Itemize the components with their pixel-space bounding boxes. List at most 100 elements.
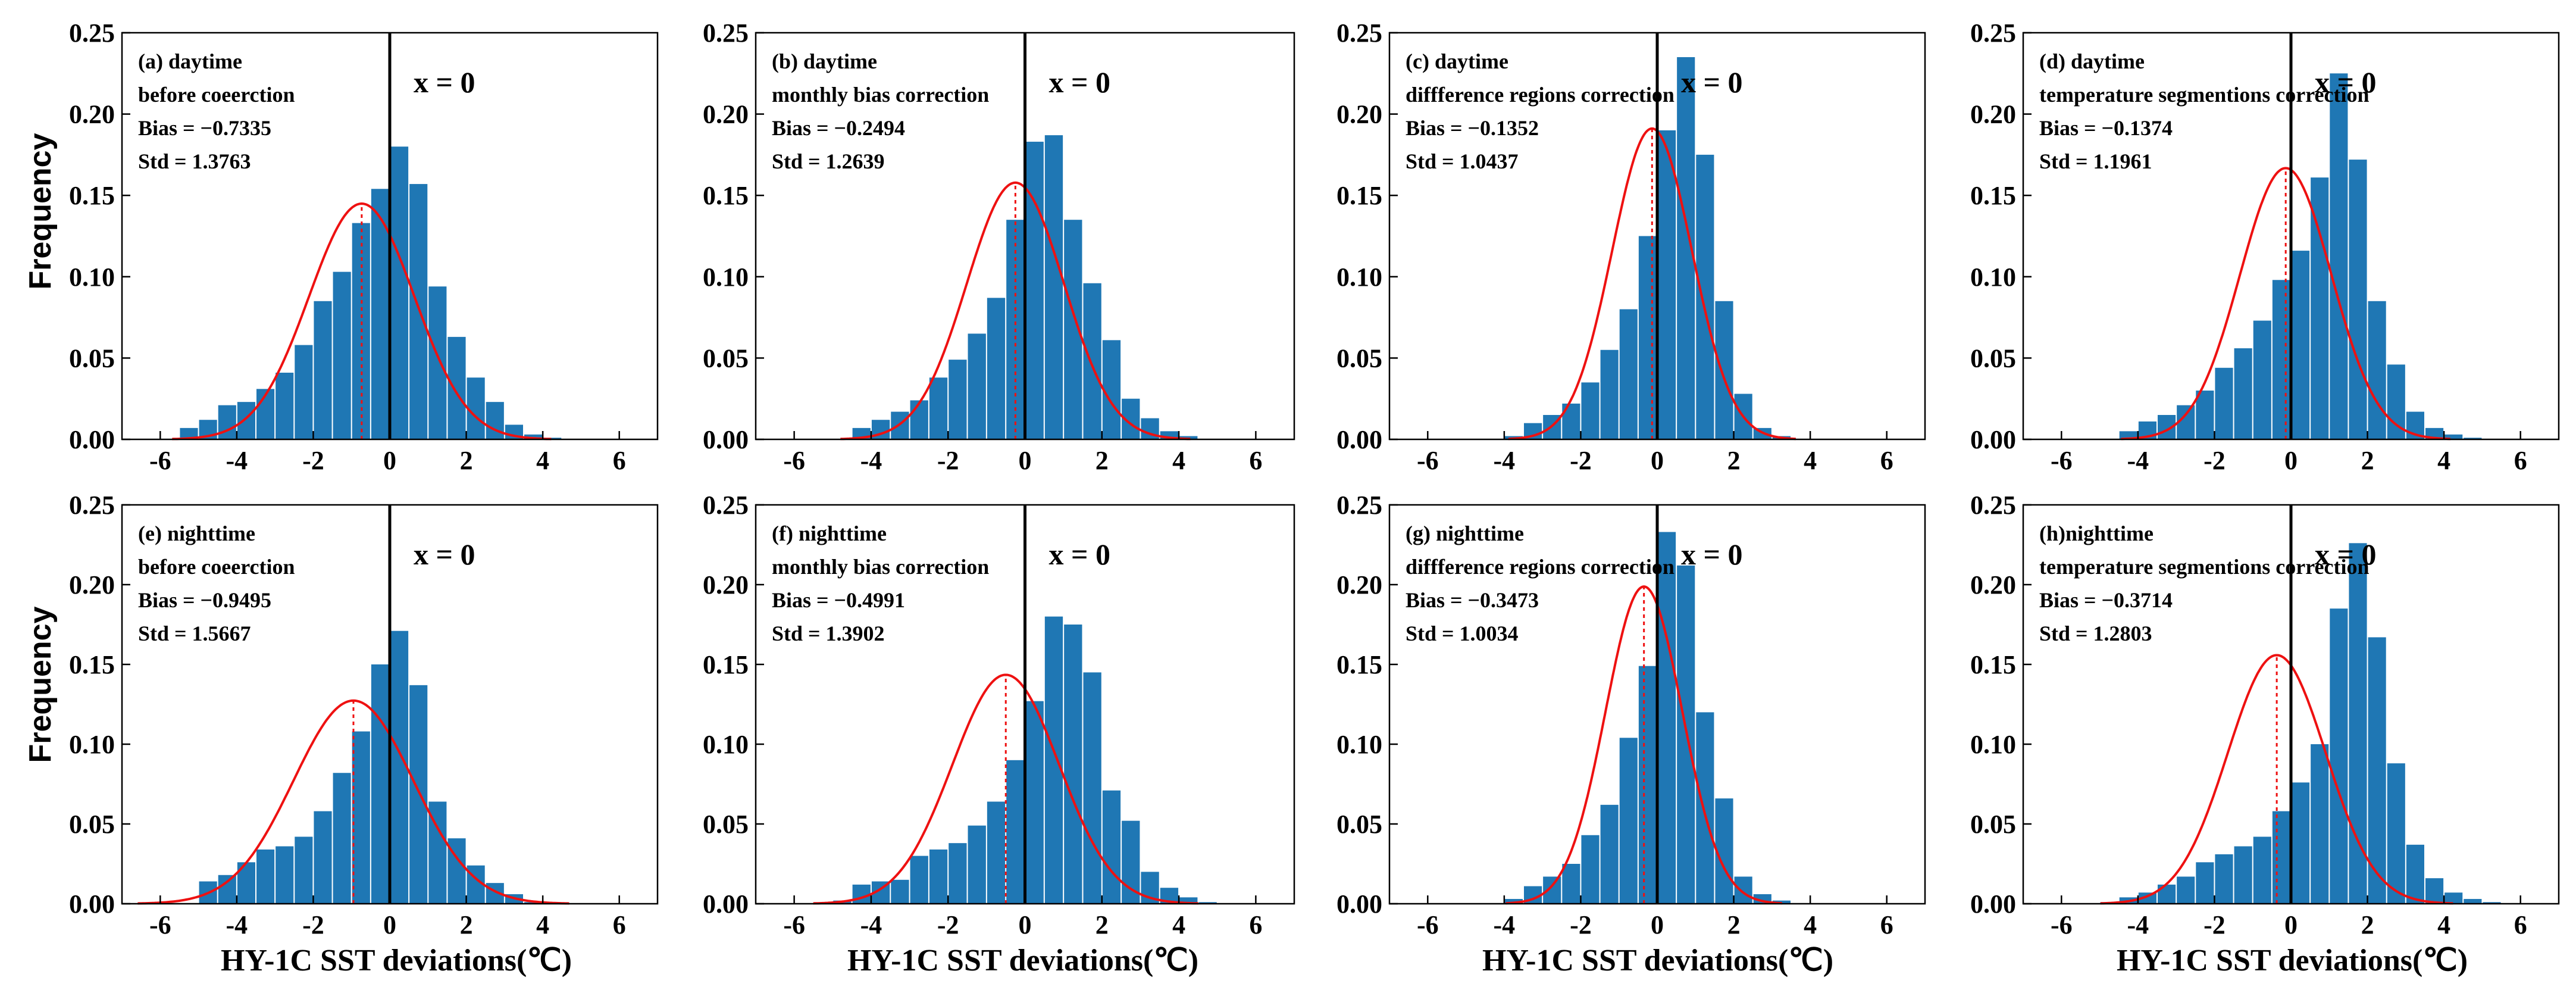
zero-reference-label: x = 0 [2315,538,2377,571]
y-tick-label: 0.20 [69,100,115,129]
histogram-bar [1064,625,1082,904]
bias-annotation: Bias = −0.9495 [138,588,271,612]
panel-title: (h)nighttime [2039,522,2154,545]
histogram-bar [1619,309,1638,439]
y-tick-label: 0.25 [69,18,115,48]
histogram-bar [891,411,909,439]
std-annotation: Std = 1.0437 [1406,149,1519,173]
histogram-bar [1581,382,1600,439]
histogram-bar [2292,782,2310,904]
panel-e: x = 0 -6 -4 -2 0 2 4 6 0.00 0.05 0.10 0.15 0.20 0.25 (… [69,491,659,939]
histogram-bar [180,427,198,439]
panel-subtitle: monthly bias correction [772,83,989,107]
x-tick-label: -4 [2127,446,2149,475]
x-tick-label: -6 [1417,910,1439,939]
histogram-bar [2253,320,2271,439]
histogram-bar [1044,616,1063,904]
panel-subtitle: before coeerction [138,555,295,579]
histogram-bar [987,801,1006,904]
x-tick-label: -4 [860,910,882,939]
histogram-bar [2196,391,2214,439]
zero-reference-label: x = 0 [1049,65,1111,99]
histogram-bar [2387,364,2405,439]
x-tick-label: 4 [1804,910,1817,939]
histogram-bar [2234,348,2252,439]
x-tick-label: -6 [783,446,805,475]
histogram-bar [1025,142,1044,439]
gaussian-fit-curve [2100,654,2453,905]
histogram-bar [1083,283,1101,439]
gaussian-fit-curve [172,202,552,441]
std-annotation: Std = 1.2803 [2039,622,2152,645]
histogram-bar [852,884,871,904]
histogram-bar [447,336,466,439]
x-tick-label: -2 [1570,446,1592,475]
x-tick-label: 0 [2284,910,2298,939]
gaussian-fit-curve [1505,585,1783,905]
x-tick-label: 4 [536,910,549,939]
x-tick-label: -2 [2203,910,2226,939]
histogram-bar [1600,349,1619,439]
y-tick-label: 0.00 [1970,425,2016,454]
x-tick-label: -4 [860,446,882,475]
histogram-bar [1581,835,1600,904]
bias-annotation: Bias = −0.3714 [2039,588,2173,612]
histogram-bar [2349,160,2367,439]
x-tick-label: -6 [1417,446,1439,475]
histogram-bar [1102,790,1121,904]
histogram-bar [409,184,428,439]
y-tick-label: 0.05 [1970,810,2016,839]
histogram-bar [314,811,332,904]
x-tick-label: -2 [937,446,959,475]
histogram-bar [2444,892,2463,904]
histogram-bar [2234,846,2252,904]
histogram-bar [2464,898,2482,904]
histogram-bar [891,879,909,904]
y-tick-label: 0.25 [1970,18,2016,48]
y-tick-label: 0.05 [1336,344,1382,373]
y-tick-label: 0.25 [1336,18,1382,48]
histogram-bar [256,849,275,904]
x-tick-label: 2 [1727,910,1741,939]
histogram-bar [2406,844,2424,904]
histogram-bar [2444,434,2463,439]
histogram-bar [333,773,351,904]
std-annotation: Std = 1.0034 [1406,622,1519,645]
y-tick-label: 0.20 [1970,100,2016,129]
panels: x = 0 -6 -4 -2 0 2 4 6 0.00 0.05 0.10 0.15 0.20 0.25 (… [69,18,2560,939]
histogram-bar [1562,864,1580,904]
zero-reference-label: x = 0 [1049,538,1111,571]
histogram-bar [910,400,928,439]
histogram-bar [2368,301,2386,439]
zero-reference-label: x = 0 [1681,65,1743,99]
x-axis-label-d: HY-1C SST deviations(℃) [2117,944,2468,978]
histogram-bar [2292,251,2310,439]
y-tick-label: 0.00 [69,889,115,919]
x-tick-label: 4 [1172,910,1185,939]
histogram-bar [2368,637,2386,904]
panel-a: x = 0 -6 -4 -2 0 2 4 6 0.00 0.05 0.10 0.15 0.20 0.25 (… [69,18,659,475]
histogram-bar [1658,130,1676,440]
histogram-bar [256,389,275,439]
x-tick-label: -2 [1570,910,1592,939]
histogram-bar [295,836,313,904]
bias-annotation: Bias = −0.3473 [1406,588,1539,612]
histogram-bar [2272,280,2290,439]
histogram-bar [2272,811,2290,904]
x-tick-label: -2 [2203,446,2226,475]
x-tick-label: 2 [460,910,473,939]
histogram-bar [295,345,313,439]
histogram-bar [2158,884,2176,904]
gaussian-fit-curve [1508,127,1796,441]
std-annotation: Std = 1.1961 [2039,149,2152,173]
y-tick-label: 0.05 [69,344,115,373]
x-tick-label: 0 [1019,446,1032,475]
y-tick-label: 0.05 [1336,810,1382,839]
histogram-bar [543,438,562,439]
y-tick-label: 0.20 [703,570,749,600]
x-tick-label: 0 [383,446,396,475]
y-tick-label: 0.20 [703,100,749,129]
y-tick-label: 0.10 [703,263,749,292]
x-tick-label: 6 [613,446,626,475]
histogram-bar [276,846,294,904]
